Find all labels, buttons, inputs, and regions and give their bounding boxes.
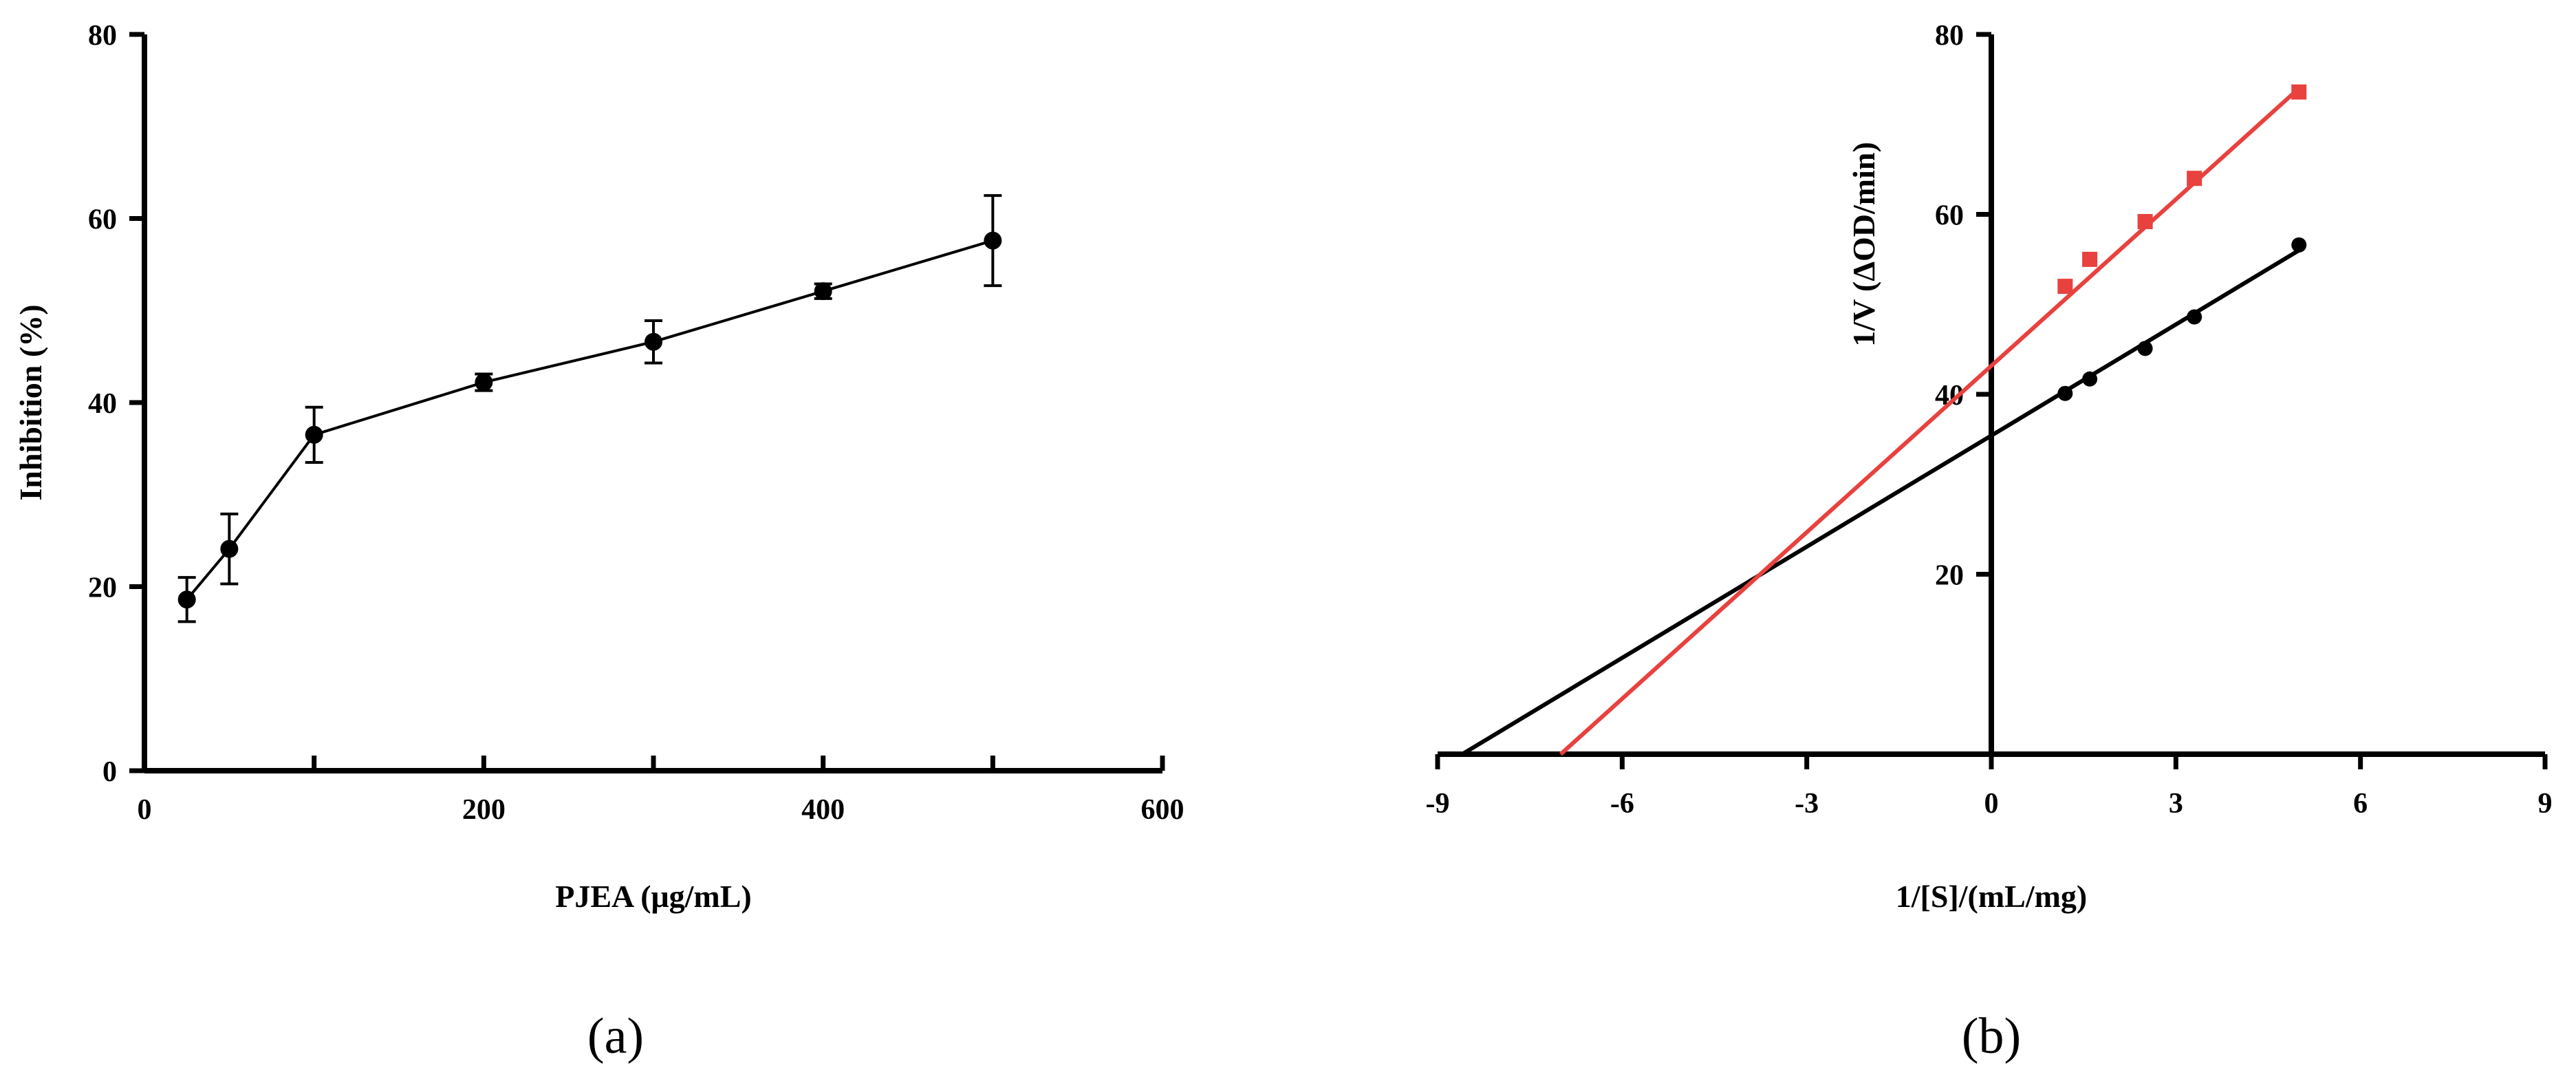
y-tick-label: 20 — [1935, 560, 1964, 592]
x-tick-label: 400 — [801, 794, 845, 826]
data-point — [2057, 279, 2073, 295]
series-line — [186, 239, 993, 601]
data-point — [2137, 213, 2153, 229]
x-tick-label: -3 — [1795, 788, 1819, 820]
panel-label-b: (b) — [1962, 1008, 2021, 1065]
chart-a-x-axis-label: PJEA (μg/mL) — [555, 879, 751, 914]
x-tick-label: 6 — [2353, 788, 2368, 820]
chart-a-axes — [142, 34, 1162, 773]
data-point — [2291, 84, 2307, 100]
x-tick-label: 3 — [2169, 788, 2183, 820]
data-point — [177, 590, 196, 609]
chart-a-y-axis-label: Inhibition (%) — [13, 304, 48, 500]
data-point — [2187, 309, 2202, 325]
chart-a-series — [177, 194, 1002, 623]
data-point — [814, 282, 832, 301]
x-tick-label: 600 — [1141, 794, 1184, 826]
data-point — [220, 540, 239, 558]
x-tick-label: 200 — [462, 794, 506, 826]
data-point — [2082, 371, 2098, 387]
fit-line — [1559, 87, 2301, 756]
data-point — [2057, 385, 2073, 401]
data-point — [475, 373, 493, 392]
fit-line — [1461, 248, 2300, 756]
x-tick-label: 0 — [1984, 788, 1999, 820]
data-point — [305, 425, 323, 444]
chart-a: 0 200 400 600 0 20 40 60 80 PJEA (μg/mL) Inhibit… — [13, 20, 1184, 1065]
x-tick-label: -6 — [1610, 788, 1634, 820]
chart-a-ticks: 0 200 400 600 0 20 40 60 80 — [88, 20, 1184, 826]
data-point — [2187, 171, 2202, 186]
y-tick-label: 60 — [1935, 200, 1964, 232]
y-tick-label: 0 — [102, 756, 117, 788]
data-point — [984, 231, 1002, 250]
chart-b-x-axis-label: 1/[S]/(mL/mg) — [1896, 879, 2088, 914]
x-tick-label: -9 — [1426, 788, 1450, 820]
y-tick-label: 40 — [88, 388, 117, 420]
panel-label-a: (a) — [587, 1008, 644, 1065]
y-tick-label: 20 — [88, 573, 117, 604]
y-tick-label: 60 — [88, 204, 117, 236]
data-point — [2137, 341, 2153, 356]
data-point — [2291, 237, 2307, 253]
y-tick-label: 80 — [88, 20, 117, 52]
data-point — [645, 332, 662, 351]
data-point — [2082, 251, 2098, 267]
y-tick-label: 80 — [1935, 20, 1964, 52]
chart-b-series — [1461, 84, 2307, 756]
x-tick-label: 9 — [2538, 788, 2553, 820]
x-tick-label: 0 — [138, 794, 152, 826]
chart-b-y-axis-label: 1/V (ΔOD/min) — [1846, 142, 1881, 347]
